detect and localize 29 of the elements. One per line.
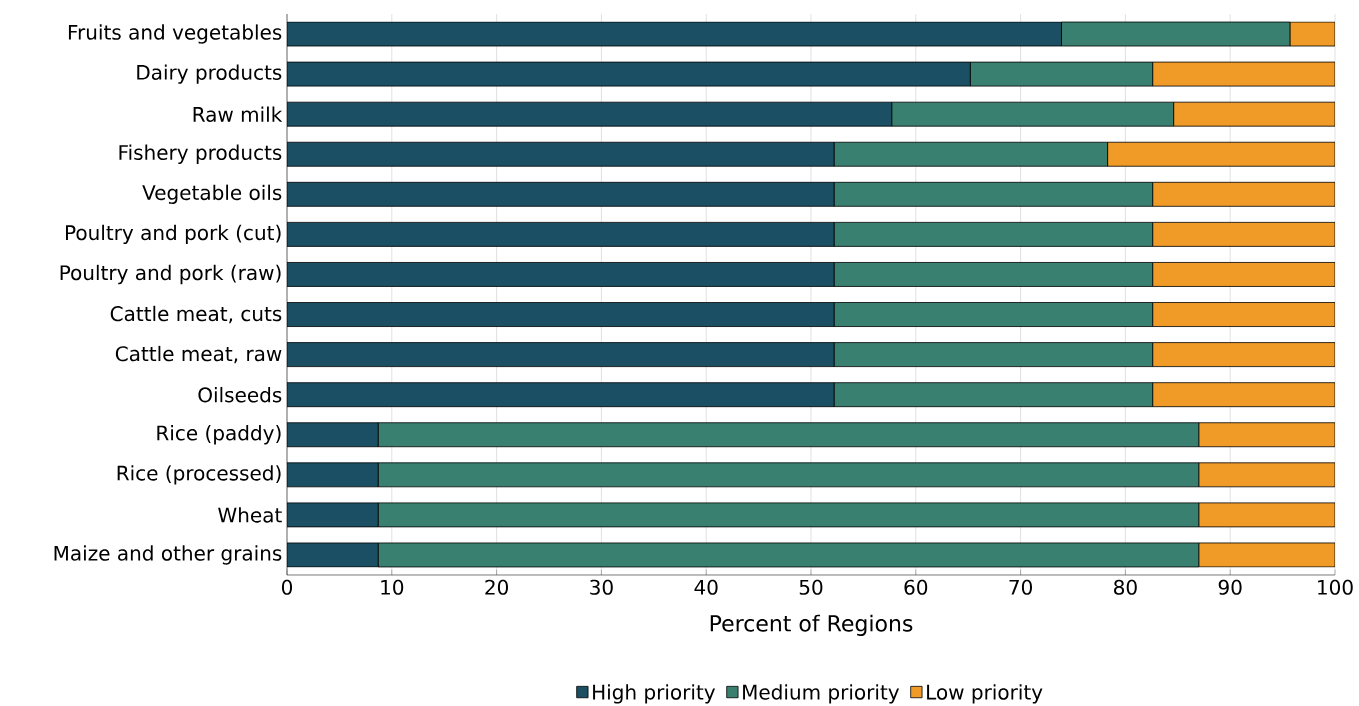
y-tick-label: Oilseeds [198, 386, 282, 403]
y-tick-label: Dairy products [137, 64, 282, 84]
x-tick-label: 20 [485, 579, 508, 595]
x-tick-label: 30 [590, 579, 613, 595]
x-tick-label: 10 [381, 579, 404, 595]
x-tick-label: 40 [694, 579, 718, 595]
legend-label: Medium priority [743, 684, 900, 704]
y-tick-label: Wheat [218, 507, 282, 523]
y-tick-label: Fishery products [119, 144, 282, 164]
x-tick-label: 0 [281, 579, 293, 595]
y-tick-label: Maize and other grains [54, 545, 282, 565]
y-tick-label: Vegetable oils [142, 184, 282, 204]
y-tick-label: Poultry and pork (raw) [60, 264, 281, 285]
y-tick-label: Cattle meat, raw [115, 345, 282, 364]
y-tick-label: Rice (processed) [117, 465, 281, 485]
y-tick-label: Poultry and pork (cut) [65, 224, 281, 245]
x-tick-label: 100 [1318, 579, 1353, 595]
x-tick-label: 60 [904, 579, 928, 595]
y-tick-label: Cattle meat, cuts [110, 305, 282, 324]
x-tick-label: 70 [1009, 579, 1032, 595]
x-tick-label: 80 [1114, 579, 1137, 595]
x-tick-label: 90 [1218, 579, 1242, 595]
y-tick-label: Raw milk [193, 106, 283, 122]
x-axis-title: Percent of Regions [710, 614, 913, 636]
legend-label: Low priority [927, 684, 1043, 704]
y-tick-label: Fruits and vegetables [68, 24, 282, 44]
x-tick-label: 50 [799, 579, 823, 595]
y-tick-label: Rice (paddy) [157, 425, 281, 445]
legend-label: High priority [593, 684, 716, 704]
